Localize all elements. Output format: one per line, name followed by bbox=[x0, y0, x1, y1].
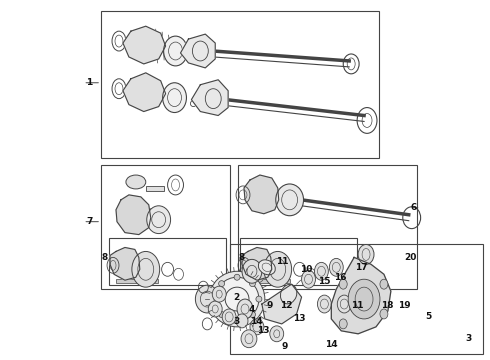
Ellipse shape bbox=[164, 36, 188, 66]
Polygon shape bbox=[262, 284, 301, 324]
Ellipse shape bbox=[132, 251, 160, 287]
Text: 11: 11 bbox=[276, 257, 289, 266]
Ellipse shape bbox=[209, 271, 265, 327]
Text: 14: 14 bbox=[249, 318, 262, 327]
Bar bbox=[146, 186, 164, 191]
Text: 15: 15 bbox=[318, 277, 331, 286]
Ellipse shape bbox=[329, 258, 343, 276]
Ellipse shape bbox=[339, 319, 347, 329]
Text: 8: 8 bbox=[102, 253, 108, 262]
Ellipse shape bbox=[234, 274, 240, 280]
Text: 14: 14 bbox=[325, 340, 338, 349]
Text: 13: 13 bbox=[257, 326, 269, 335]
Ellipse shape bbox=[358, 244, 374, 264]
Ellipse shape bbox=[315, 262, 328, 280]
Text: 12: 12 bbox=[280, 301, 293, 310]
Ellipse shape bbox=[126, 175, 146, 189]
Ellipse shape bbox=[337, 295, 351, 313]
Ellipse shape bbox=[219, 311, 224, 318]
Bar bbox=[101, 165, 230, 289]
Ellipse shape bbox=[163, 83, 187, 113]
Ellipse shape bbox=[264, 251, 292, 287]
Polygon shape bbox=[180, 34, 215, 68]
Bar bbox=[109, 238, 226, 285]
Ellipse shape bbox=[212, 286, 226, 302]
Polygon shape bbox=[116, 195, 151, 235]
Ellipse shape bbox=[147, 206, 171, 234]
Text: 18: 18 bbox=[381, 301, 393, 310]
Ellipse shape bbox=[196, 285, 219, 313]
Ellipse shape bbox=[241, 330, 257, 348]
Ellipse shape bbox=[380, 279, 388, 289]
Ellipse shape bbox=[236, 314, 248, 328]
Ellipse shape bbox=[349, 295, 363, 313]
Ellipse shape bbox=[242, 260, 262, 283]
Polygon shape bbox=[244, 175, 279, 214]
Ellipse shape bbox=[222, 309, 236, 325]
Text: 9: 9 bbox=[281, 342, 288, 351]
Ellipse shape bbox=[219, 281, 224, 287]
Polygon shape bbox=[110, 247, 140, 280]
Bar bbox=[240, 238, 357, 285]
Text: 7: 7 bbox=[86, 217, 93, 226]
Text: 13: 13 bbox=[294, 314, 306, 323]
Ellipse shape bbox=[212, 296, 218, 302]
Bar bbox=[230, 244, 483, 354]
Text: 3: 3 bbox=[465, 334, 471, 343]
Ellipse shape bbox=[318, 295, 331, 313]
Polygon shape bbox=[123, 26, 166, 64]
Text: 17: 17 bbox=[355, 263, 368, 272]
Polygon shape bbox=[242, 247, 272, 280]
Ellipse shape bbox=[250, 319, 264, 335]
Polygon shape bbox=[331, 257, 391, 334]
Text: 20: 20 bbox=[405, 253, 417, 262]
Bar bbox=[248, 279, 290, 283]
Ellipse shape bbox=[215, 277, 259, 321]
Ellipse shape bbox=[256, 296, 262, 302]
Text: 11: 11 bbox=[351, 301, 364, 310]
Text: 3: 3 bbox=[233, 318, 239, 327]
Text: 9: 9 bbox=[267, 301, 273, 310]
Ellipse shape bbox=[208, 301, 222, 317]
Ellipse shape bbox=[339, 279, 347, 289]
Ellipse shape bbox=[380, 309, 388, 319]
Polygon shape bbox=[123, 73, 166, 112]
Ellipse shape bbox=[249, 311, 255, 318]
Text: 8: 8 bbox=[239, 253, 245, 262]
Bar bbox=[116, 279, 158, 283]
Ellipse shape bbox=[348, 279, 380, 319]
Polygon shape bbox=[192, 80, 228, 116]
Ellipse shape bbox=[237, 299, 253, 319]
Text: 19: 19 bbox=[398, 301, 411, 310]
Ellipse shape bbox=[258, 260, 275, 275]
Text: 4: 4 bbox=[249, 306, 255, 315]
Text: 1: 1 bbox=[86, 78, 92, 87]
Bar bbox=[101, 11, 379, 158]
Ellipse shape bbox=[270, 326, 284, 342]
Text: 10: 10 bbox=[300, 265, 313, 274]
Ellipse shape bbox=[280, 284, 297, 304]
Text: 16: 16 bbox=[334, 273, 346, 282]
Ellipse shape bbox=[276, 184, 303, 216]
Text: 2: 2 bbox=[233, 293, 239, 302]
Ellipse shape bbox=[301, 270, 316, 288]
Ellipse shape bbox=[234, 318, 240, 324]
Ellipse shape bbox=[249, 281, 255, 287]
Text: 6: 6 bbox=[411, 203, 417, 212]
Bar bbox=[238, 165, 416, 289]
Text: 5: 5 bbox=[425, 312, 432, 321]
